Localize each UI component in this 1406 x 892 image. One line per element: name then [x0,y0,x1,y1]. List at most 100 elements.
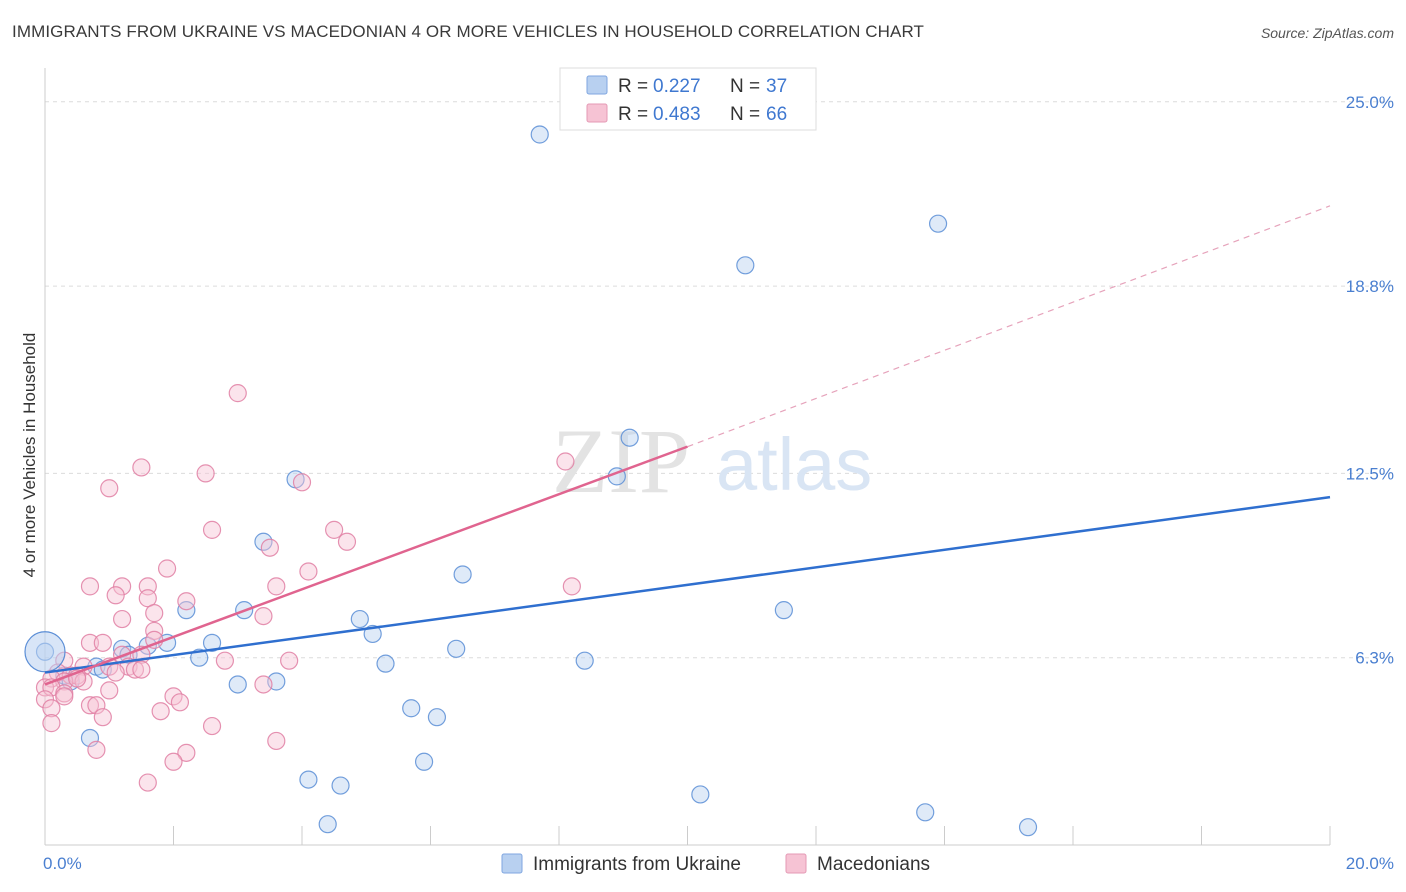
point-macedonians [151,702,170,721]
legend-r-value-ukraine: 0.227 [653,76,701,97]
point-macedonians [267,577,286,596]
trend-line-ukraine [44,495,1331,674]
point-macedonians [87,740,106,759]
point-ukraine [331,776,350,795]
point-ukraine [1018,818,1038,837]
x-tick-labels: 0.0% 20.0% [43,854,1394,873]
point-macedonians [299,562,318,581]
point-macedonians [157,559,177,578]
point-macedonians [280,651,299,670]
point-macedonians [55,687,74,706]
point-macedonians [42,699,61,718]
point-macedonians [93,708,112,727]
legend-swatch-ukraine [586,75,608,95]
point-macedonians [106,663,125,682]
gridlines [45,101,1395,659]
point-macedonians [177,592,196,611]
point-macedonians [202,716,222,736]
point-ukraine [427,708,447,727]
series-legend-label-ukraine: Immigrants from Ukraine [533,854,741,875]
point-ukraine [530,125,549,144]
point-ukraine [916,803,935,822]
watermark-zip: ZIP [552,410,690,512]
point-ukraine [453,565,472,584]
point-ukraine [736,256,755,275]
series-legend-label-macedonians: Macedonians [817,854,930,875]
point-macedonians [80,696,100,715]
trend-line-macedonians [44,445,688,686]
point-macedonians [80,577,100,596]
series-legend: Immigrants from Ukraine Macedonians [501,853,930,875]
point-ukraine [202,633,222,652]
chart-source: Source: ZipAtlas.com [1260,25,1394,41]
point-macedonians [100,479,119,498]
point-macedonians [35,690,55,709]
legend-r-label-macedonians: R = [618,104,648,125]
point-ukraine [447,639,466,658]
point-ukraine [318,815,337,834]
point-macedonians [325,520,344,539]
point-macedonians [562,577,581,596]
legend-n-label-ukraine: N = [730,76,760,97]
trend-lines [44,205,1331,686]
point-macedonians [260,538,279,557]
point-macedonians [132,660,151,679]
point-ukraine [376,654,395,673]
point-macedonians [112,577,132,596]
point-macedonians [228,384,247,403]
series-legend-swatch-ukraine [501,853,523,874]
point-macedonians [164,752,183,771]
y-tick-label: 6.3% [1355,649,1394,668]
legend: R = 0.227 N = 37 R = 0.483 N = 66 [559,67,817,131]
watermark-atlas: atlas [716,423,872,506]
watermark: ZIP atlas [552,410,872,512]
point-macedonians [196,464,215,483]
trend-line-macedonians-extension [687,205,1331,448]
point-ukraine [620,428,639,447]
point-macedonians [80,633,100,652]
legend-r-value-macedonians: 0.483 [653,104,701,125]
point-macedonians [112,609,132,629]
y-tick-label: 18.8% [1346,277,1394,296]
point-macedonians [215,651,234,670]
point-macedonians [145,604,164,623]
point-ukraine [691,785,710,804]
legend-n-value-ukraine: 37 [766,76,787,97]
point-ukraine [928,214,948,233]
legend-n-value-macedonians: 66 [766,104,787,125]
point-ukraine [190,648,209,667]
point-ukraine [575,651,594,670]
y-tick-label: 25.0% [1346,93,1394,112]
point-macedonians [177,743,196,762]
point-ukraine [228,675,247,694]
point-macedonians [132,458,151,477]
point-macedonians [202,520,222,539]
chart-title: IMMIGRANTS FROM UKRAINE VS MACEDONIAN 4 … [12,22,925,41]
point-macedonians [42,714,61,733]
point-macedonians [170,693,190,712]
point-macedonians [93,633,112,652]
point-macedonians [267,731,286,751]
legend-swatch-macedonians [586,103,608,123]
point-macedonians [337,532,357,551]
series-legend-swatch-macedonians [785,853,807,874]
point-ukraine [350,609,369,629]
point-macedonians [254,606,273,626]
legend-r-label-ukraine: R = [618,76,648,97]
point-ukraine [414,752,434,771]
point-ukraine [402,699,421,718]
point-macedonians [106,586,125,605]
point-ukraine-large [24,631,66,673]
axes [44,68,1331,846]
x-tick-label-min: 0.0% [43,854,82,873]
data-points [24,125,1038,837]
point-macedonians [100,681,119,700]
point-macedonians [556,452,575,471]
y-tick-labels: 6.3% 12.5% 18.8% 25.0% [1346,93,1394,668]
point-macedonians [292,473,312,492]
point-ukraine [774,601,793,620]
legend-n-label-macedonians: N = [730,104,760,125]
point-ukraine [299,770,318,789]
point-macedonians [254,675,273,694]
